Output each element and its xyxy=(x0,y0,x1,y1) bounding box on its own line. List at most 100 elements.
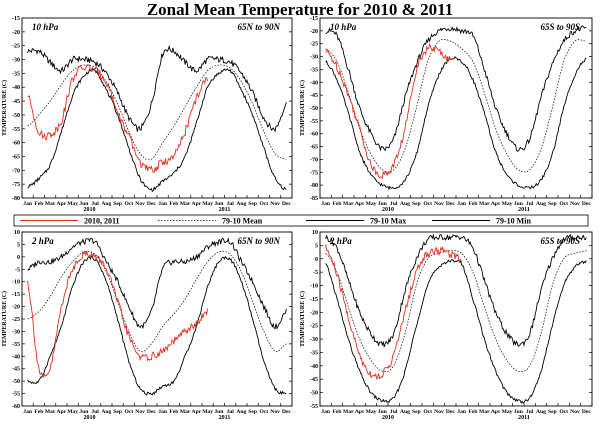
series-line-mean xyxy=(27,250,287,353)
y-tick-label: 0 xyxy=(17,255,20,261)
x-tick-label: Feb xyxy=(332,409,341,415)
pressure-label: 2 hPa xyxy=(31,236,54,246)
y-tick-label: -10 xyxy=(310,284,318,290)
x-tick-label: Jun xyxy=(214,201,224,207)
legend-label-min: 79-10 Min xyxy=(496,217,531,226)
y-tick-label: -55 xyxy=(12,127,20,133)
x-tick-label: Aug xyxy=(236,409,246,415)
panel-2hpa-north: -60-55-50-45-40-35-30-25-20-15-10-50510J… xyxy=(1,230,293,421)
y-axis-label: TEMPERATURE (C) xyxy=(1,80,8,136)
y-tick-label: -45 xyxy=(12,367,20,373)
series-group xyxy=(325,25,587,191)
x-tick-label: Nov xyxy=(434,409,444,415)
x-tick-label: Jan xyxy=(158,201,168,207)
y-axis-label: TEMPERATURE (C) xyxy=(1,291,8,347)
x-tick-label: Feb xyxy=(169,409,178,415)
y-tick-label: -15 xyxy=(12,292,20,298)
y-tick-label: -55 xyxy=(310,119,318,125)
y-tick-label: -75 xyxy=(12,182,20,188)
plot-frame xyxy=(319,231,593,407)
y-tick-label: -20 xyxy=(12,30,20,36)
plot-frame xyxy=(319,17,593,199)
y-tick-label: -60 xyxy=(310,132,318,138)
figure-title: Zonal Mean Temperature for 2010 & 2011 xyxy=(147,0,453,19)
x-tick-label: Oct xyxy=(260,409,269,415)
pressure-label: 10 hPa xyxy=(330,22,357,32)
x-tick-label: May xyxy=(502,201,513,207)
y-tick-label: -15 xyxy=(310,16,318,22)
x-tick-label: Apr xyxy=(57,201,67,207)
x-tick-label: Aug xyxy=(400,201,410,207)
y-tick-label: -15 xyxy=(12,16,20,22)
x-tick-label: Jan xyxy=(457,409,467,415)
y-tick-label: -65 xyxy=(12,154,20,160)
x-tick-label: Sep xyxy=(248,201,257,207)
x-tick-label: Aug xyxy=(101,409,111,415)
year-label: 2010 xyxy=(84,415,96,421)
series-group xyxy=(27,44,287,193)
x-tick-label: Oct xyxy=(125,409,134,415)
series-line-max xyxy=(325,25,587,152)
legend-box xyxy=(13,214,589,227)
x-tick-label: Jul xyxy=(226,201,234,207)
y-tick-label: -25 xyxy=(12,44,20,50)
series-line-min xyxy=(27,67,287,193)
x-tick-label: Jul xyxy=(91,201,99,207)
x-tick-label: Mar xyxy=(45,201,56,207)
series-line-max xyxy=(27,44,287,132)
x-tick-label: May xyxy=(366,201,377,207)
x-tick-label: Jun xyxy=(378,409,388,415)
y-tick-label: -5 xyxy=(313,270,318,276)
y-tick-label: -80 xyxy=(310,183,318,189)
y-tick-label: -30 xyxy=(12,329,20,335)
y-tick-label: -35 xyxy=(12,71,20,77)
x-tick-label: Jun xyxy=(514,201,524,207)
y-tick-label: -80 xyxy=(12,196,20,202)
legend-item-max: 79-10 Max xyxy=(306,217,406,226)
x-tick-label: Sep xyxy=(248,409,257,415)
y-tick-label: -45 xyxy=(310,93,318,99)
y-tick-label: -35 xyxy=(310,350,318,356)
year-label: 2010 xyxy=(382,207,394,213)
y-tick-label: -40 xyxy=(12,354,20,360)
pressure-label: 2 hPa xyxy=(329,236,352,246)
x-tick-label: May xyxy=(366,409,377,415)
x-tick-label: Jan xyxy=(321,409,331,415)
y-tick-label: -5 xyxy=(15,267,20,273)
y-tick-label: 5 xyxy=(315,243,318,249)
y-tick-label: -70 xyxy=(12,168,20,174)
y-tick-label: -20 xyxy=(310,29,318,35)
y-tick-label: -45 xyxy=(310,377,318,383)
x-tick-label: Nov xyxy=(270,409,280,415)
x-tick-label: Jul xyxy=(91,409,99,415)
x-tick-label: Nov xyxy=(570,409,580,415)
legend-item-mean: 79-10 Mean xyxy=(158,217,263,226)
y-tick-label: 0 xyxy=(315,257,318,263)
y-tick-label: 5 xyxy=(17,242,20,248)
series-line-mean xyxy=(325,250,587,372)
x-tick-label: Sep xyxy=(412,201,421,207)
x-tick-label: Jul xyxy=(526,409,534,415)
x-tick-label: Mar xyxy=(343,201,354,207)
series-group xyxy=(325,233,587,404)
x-tick-label: Nov xyxy=(434,201,444,207)
x-tick-label: Feb xyxy=(332,201,341,207)
y-tick-label: -70 xyxy=(310,157,318,163)
y-axis-label: TEMPERATURE (C) xyxy=(299,80,306,136)
y-tick-label: -40 xyxy=(310,80,318,86)
x-tick-label: Jun xyxy=(79,409,89,415)
x-tick-label: May xyxy=(202,409,213,415)
x-tick-label: Feb xyxy=(34,201,43,207)
x-tick-label: Apr xyxy=(355,409,365,415)
x-tick-label: Mar xyxy=(45,409,56,415)
x-tick-label: Dec xyxy=(282,201,292,207)
legend: 2010, 2011 79-10 Mean 79-10 Max 79-10 Mi… xyxy=(13,214,589,227)
x-tick-label: Dec xyxy=(147,201,157,207)
series-line-observed xyxy=(325,244,463,380)
x-tick-label: Jul xyxy=(226,409,234,415)
x-tick-label: Aug xyxy=(400,409,410,415)
x-tick-label: Mar xyxy=(180,409,191,415)
x-tick-label: Feb xyxy=(169,201,178,207)
